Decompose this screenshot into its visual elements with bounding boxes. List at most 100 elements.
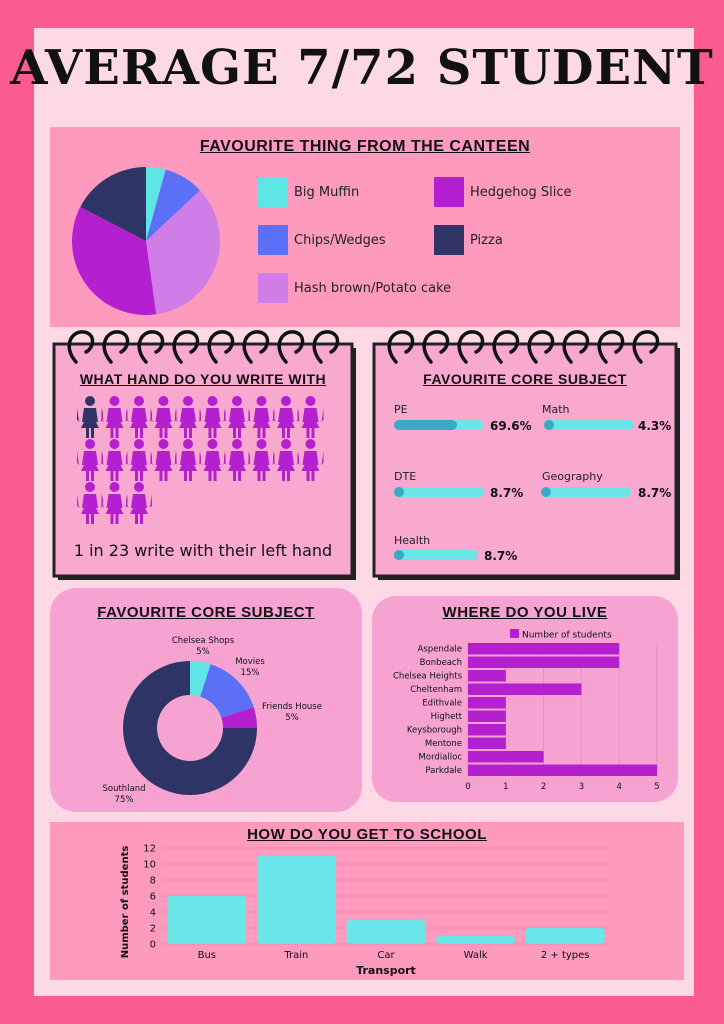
person-head <box>232 396 242 406</box>
person-body <box>150 451 177 481</box>
live-tick-label: 4 <box>616 782 621 792</box>
person-body <box>224 408 250 438</box>
transport-bar-chart: 0 2 4 6 8 10 12 Bus Train Car Walk 2 + types Transpo… <box>120 844 610 977</box>
live-category-label: Mentone <box>425 739 462 749</box>
person-icon <box>248 439 275 481</box>
person-head <box>158 396 169 406</box>
hand-title: WHAT HAND DO YOU WRITE WITH <box>79 371 327 387</box>
person-head <box>85 482 95 492</box>
person-head <box>109 439 120 449</box>
person-body <box>101 494 128 524</box>
core-notepad <box>372 330 680 580</box>
core-bar-percent: 8.7% <box>638 486 672 500</box>
transport-tick-label: 10 <box>143 860 156 871</box>
person-icon <box>126 396 152 438</box>
core-bars-title: FAVOURITE CORE SUBJECT <box>423 371 627 387</box>
live-bar <box>468 683 582 695</box>
transport-category-label: Car <box>377 950 395 961</box>
person-icon <box>126 439 152 481</box>
person-body <box>77 494 103 524</box>
core-bar-label: DTE <box>394 470 417 483</box>
live-tick-label: 3 <box>579 782 584 792</box>
person-body <box>77 408 103 438</box>
person-icon <box>248 396 275 438</box>
live-bar <box>468 697 506 709</box>
spiral-ring-4 <box>527 330 555 364</box>
transport-category-label: Bus <box>198 950 216 961</box>
transport-bar <box>436 936 516 944</box>
legend-hedgehog-slice: Hedgehog Slice <box>434 177 571 207</box>
live-bar <box>468 751 544 763</box>
live-bar <box>468 764 657 776</box>
person-body <box>297 408 324 438</box>
person-icon <box>273 396 299 438</box>
spiral-ring-3 <box>492 330 520 364</box>
legend-swatch <box>434 177 464 207</box>
transport-category-label: 2 + types <box>541 950 590 961</box>
spiral-ring-2 <box>457 330 485 364</box>
legend-label: Hedgehog Slice <box>470 184 572 200</box>
donut-label-name: Movies <box>235 657 265 667</box>
live-category-label: Aspendale <box>418 645 462 655</box>
person-icon <box>77 439 103 481</box>
person-icon <box>101 482 128 524</box>
core-bar-label: Geography <box>542 470 603 483</box>
person-body <box>199 451 226 481</box>
spiral-ring-5 <box>242 330 270 364</box>
person-icon <box>224 439 250 481</box>
live-bar-chart: Number of students 0 1 2 3 4 5 Aspendale Bonbeac… <box>393 629 660 792</box>
legend-label: Hash brown/Potato cake <box>294 280 452 296</box>
live-bar <box>468 724 506 736</box>
legend-swatch <box>258 225 288 255</box>
transport-category-label: Walk <box>464 950 488 961</box>
core-bar-label: Health <box>394 534 431 547</box>
person-head <box>134 396 144 406</box>
person-body <box>273 451 299 481</box>
notepad-sheet <box>52 342 354 578</box>
person-head <box>158 439 169 449</box>
spiral-ring-1 <box>422 330 450 364</box>
person-body <box>175 451 201 481</box>
spiral-ring-1 <box>102 330 130 364</box>
person-body <box>126 451 152 481</box>
person-icon <box>273 439 299 481</box>
person-head <box>281 439 291 449</box>
pie-slice-1 <box>146 169 200 241</box>
live-category-label: Cheltenham <box>410 685 462 695</box>
core-bar-fill <box>544 420 554 430</box>
donut-label-pct: 5% <box>285 713 299 723</box>
core-bar-track <box>394 487 484 497</box>
transport-bar <box>346 920 426 944</box>
donut-label-pct: 5% <box>196 647 210 657</box>
donut-hole <box>157 695 223 761</box>
live-bar <box>468 737 506 749</box>
legend-swatch <box>258 273 288 303</box>
spiral-ring-3 <box>172 330 200 364</box>
core-bar-percent: 69.6% <box>490 419 532 433</box>
live-title: WHERE DO YOU LIVE <box>442 604 608 621</box>
person-body <box>126 408 152 438</box>
transport-tick-label: 2 <box>150 924 156 935</box>
core-bar-label: PE <box>394 403 408 416</box>
person-body <box>248 451 275 481</box>
core-bar-fill <box>394 420 457 430</box>
legend-label: Chips/Wedges <box>294 232 386 248</box>
core-bar-percent: 4.3% <box>638 419 672 433</box>
person-icon <box>150 439 177 481</box>
person-body <box>199 408 226 438</box>
person-head <box>183 396 193 406</box>
person-head <box>232 439 242 449</box>
canteen-title: FAVOURITE THING FROM THE CANTEEN <box>199 138 531 155</box>
live-category-label: Bonbeach <box>420 658 462 668</box>
live-category-label: Chelsea Heights <box>393 672 463 682</box>
live-tick-label: 2 <box>541 782 546 792</box>
legend-label: Pizza <box>470 232 503 248</box>
core-bar-percent: 8.7% <box>490 486 524 500</box>
person-icon <box>224 396 250 438</box>
transport-tick-label: 4 <box>150 908 156 919</box>
live-legend-label: Number of students <box>522 631 612 641</box>
spiral-ring-0 <box>67 330 95 364</box>
person-head <box>134 482 144 492</box>
people-icon-grid <box>77 396 324 524</box>
person-body <box>175 408 201 438</box>
